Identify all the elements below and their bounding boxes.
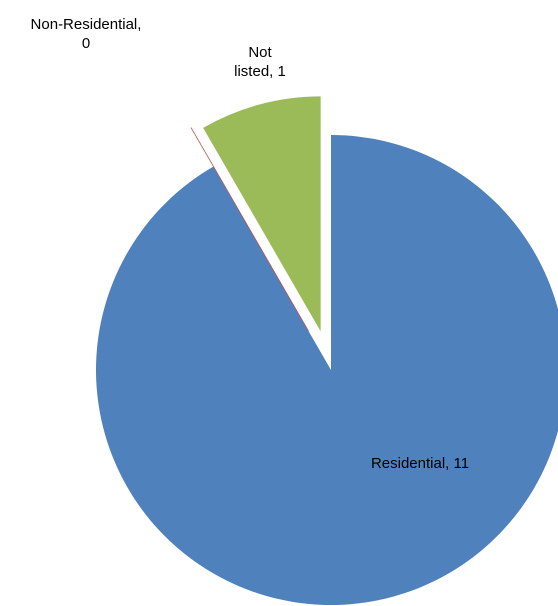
data-label-non-residential: Non-Residential, 0: [31, 16, 142, 52]
pie-slice-residential: [96, 135, 558, 605]
pie-slice-not-listed: [203, 96, 321, 332]
data-label-residential: Residential, 11: [371, 455, 469, 472]
data-label-not-listed: Not listed, 1: [234, 44, 286, 80]
pie-data-labels: Residential, 11 Non-Residential, 0 Not liste…: [31, 16, 470, 472]
pie-slice-non-residential: [190, 127, 309, 332]
pie-slices: [96, 96, 558, 605]
